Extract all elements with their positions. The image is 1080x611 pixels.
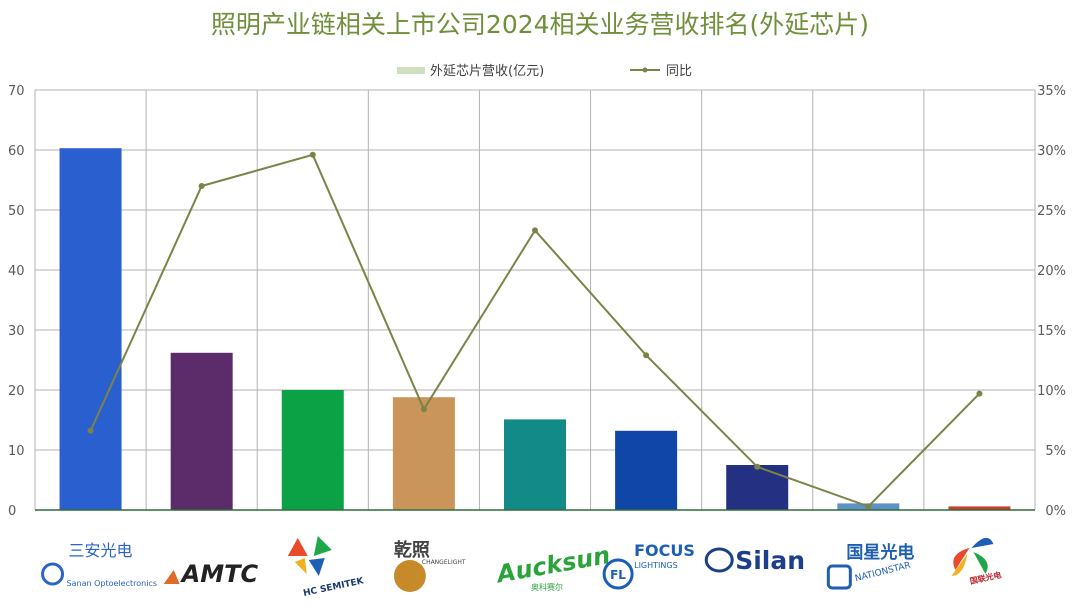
hc-semitek-logo-mark [287,536,332,576]
focus-logo-mark [602,558,634,590]
legend: 外延芯片营收(亿元) 同比 [397,64,692,79]
nationlight-mark-part [971,537,994,548]
y-left-tick: 0 [8,504,16,519]
y-right-tick: 0% [1045,504,1066,519]
nationlight-mark-part [953,548,970,570]
amtc-logo-mark [163,570,180,584]
bar [615,430,678,510]
y-left-tick: 50 [8,204,25,219]
category-logos: 三安光电 Sanan Optoelectronics AMTC HC SEMITEK 乾… [41,536,1002,599]
y-left-tick: 20 [8,384,25,399]
category-label: Aucksun [493,541,612,589]
category-label: HC SEMITEK [302,576,365,599]
category-label: FOCUS [634,541,695,560]
sanan-logo-mark [41,562,65,586]
category-sublabel: CHANGELIGHT [422,559,466,566]
bar [392,397,455,510]
yoy-point [420,406,427,413]
y-right-tick: 15% [1037,324,1066,339]
y-right-ticks: 0% 5% 10% 15% 20% 25% 30% 35% [1037,84,1066,519]
y-left-tick: 30 [8,324,25,339]
yoy-markers [87,151,983,510]
bar [170,352,233,510]
hc-mark-part [294,558,307,574]
category-label: 国星光电 [846,542,914,563]
nationstar-logo-mark [826,564,852,590]
category-logo: Silan [704,546,805,575]
category-sublabel: LIGHTINGS [634,561,678,570]
bar [281,390,344,510]
category-sublabel: NATIONSTAR [854,561,912,585]
y-left-ticks: 0 10 20 30 40 50 60 70 [8,84,25,519]
category-label: 乾照 [394,539,430,561]
category-logo: 三安光电 Sanan Optoelectronics [41,541,157,588]
y-right-tick: 25% [1037,204,1066,219]
y-right-tick: 30% [1037,144,1066,159]
legend-line-marker [642,67,648,73]
y-left-tick: 10 [8,444,25,459]
yoy-point [198,183,205,189]
hc-mark-part [308,558,325,576]
y-left-tick: 70 [8,84,25,99]
y-left-tick: 40 [8,264,25,279]
nationlight-mark-part [973,552,988,574]
gridlines [34,89,1036,510]
bar-series [59,148,1011,510]
yoy-point [754,463,761,470]
changelight-logo-mark [393,560,426,592]
category-logo: 国联光电 [951,537,1002,586]
bar [59,148,122,510]
legend-line-label: 同比 [666,64,692,79]
category-label: AMTC [180,560,259,588]
category-label: 三安光电 [69,541,133,560]
bar [948,506,1011,510]
y-left-tick: 60 [8,144,25,159]
bar [504,419,566,510]
category-sublabel: Sanan Optoelectronics [67,579,157,588]
yoy-point [643,352,650,359]
category-sublabel: 奥科赛尔 [531,582,563,592]
yoy-point [309,151,316,158]
focus-logo-initials: FL [610,568,626,582]
hc-mark-part [313,536,332,556]
yoy-point [865,503,872,510]
category-label: Silan [735,546,805,575]
y-right-tick: 5% [1045,444,1066,459]
bar [726,465,789,510]
category-logo: AMTC [163,560,259,588]
category-logo: HC SEMITEK [287,536,366,599]
yoy-point [532,227,538,234]
y-right-tick: 10% [1037,384,1066,399]
yoy-point [976,390,983,397]
silan-logo-mark [704,547,734,573]
nationlight-mark-part [951,554,968,576]
legend-bar-swatch [397,67,425,74]
hc-mark-part [287,538,308,556]
y-right-tick: 20% [1037,264,1066,279]
y-right-tick: 35% [1037,84,1066,99]
chart-title: 照明产业链相关上市公司2024相关业务营收排名(外延芯片) [211,10,869,39]
legend-bar-label: 外延芯片营收(亿元) [430,64,544,79]
yoy-point [87,427,94,434]
